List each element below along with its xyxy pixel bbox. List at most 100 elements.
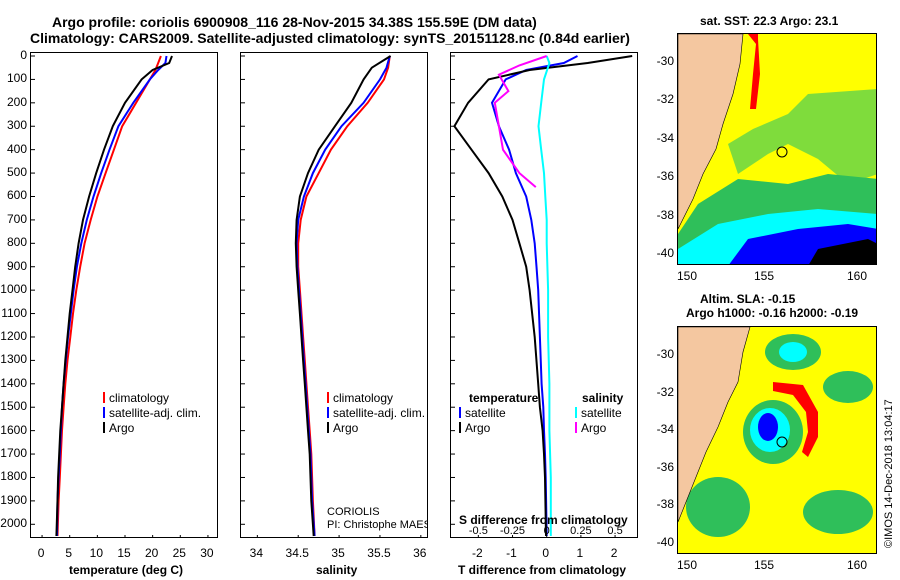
sst-land-australia bbox=[678, 34, 744, 230]
map-lat-label: -34 bbox=[656, 422, 674, 437]
legend-swatch-red bbox=[103, 392, 105, 403]
depth-tick-label: 700 bbox=[6, 211, 27, 226]
legend-label: satellite-adj. clim. bbox=[333, 406, 426, 420]
x-tick-label: 30 bbox=[200, 546, 214, 560]
legend-label: Argo bbox=[581, 421, 607, 435]
legend-swatch-red bbox=[327, 392, 329, 403]
sla-land-australia bbox=[678, 327, 751, 523]
series-line-salinity-satellite bbox=[537, 55, 552, 536]
panel-temperature: climatology satellite-adj. clim. Argo bbox=[30, 52, 218, 538]
legend-swatch-black bbox=[459, 422, 461, 433]
map-lat-label: -36 bbox=[656, 169, 674, 184]
salinity-xlabel: salinity bbox=[316, 563, 358, 577]
depth-tick-label: 1600 bbox=[0, 422, 27, 437]
sla-green-eddy-southeast bbox=[803, 490, 873, 534]
x-tick-label: 1 bbox=[576, 546, 584, 560]
legend-s-argo: Argo bbox=[575, 421, 606, 435]
map-lon-label: 155 bbox=[754, 269, 775, 283]
s-tick-label: -0.25 bbox=[499, 525, 526, 537]
s-tick-label: 0 bbox=[543, 525, 550, 537]
depth-tick-label: 1700 bbox=[0, 446, 27, 461]
x-tick-label: -2 bbox=[472, 546, 483, 560]
sla-green-eddy-south bbox=[686, 477, 750, 537]
series-line-argo bbox=[55, 55, 173, 537]
x-tick-label: 15 bbox=[117, 546, 131, 560]
map-lat-label: -32 bbox=[656, 384, 674, 399]
legend-argo: Argo bbox=[103, 421, 134, 435]
map-lat-label: -30 bbox=[656, 347, 674, 361]
map-lat-label: -36 bbox=[656, 459, 674, 474]
depth-tick-label: 1800 bbox=[0, 469, 27, 484]
panel-difference: temperature satellite Argo salinity sate… bbox=[450, 52, 638, 538]
legend-temperature-heading: temperature bbox=[469, 391, 539, 405]
series-line-climatology bbox=[56, 55, 162, 537]
s-difference-title: S difference from climatology bbox=[459, 513, 628, 527]
legend-swatch-black bbox=[103, 422, 105, 433]
map-lon-label: 155 bbox=[754, 558, 775, 572]
difference-xlabel: T difference from climatology bbox=[458, 563, 627, 577]
sla-green-eddy-east bbox=[823, 371, 873, 403]
depth-tick-label: 500 bbox=[6, 165, 27, 180]
legend-t-argo: Argo bbox=[459, 421, 490, 435]
legend-swatch-blue bbox=[459, 407, 461, 418]
x-tick-label: 5 bbox=[65, 546, 73, 560]
map-lat-label: -38 bbox=[656, 497, 674, 512]
legend-label: climatology bbox=[109, 391, 170, 405]
depth-tick-label: 300 bbox=[6, 118, 27, 133]
legend-t-satellite: satellite bbox=[459, 406, 506, 420]
legend-climatology: climatology bbox=[103, 391, 169, 405]
x-tick-label: -1 bbox=[506, 546, 517, 560]
x-tick-label: 35 bbox=[331, 546, 345, 560]
legend-label: satellite-adj. clim. bbox=[109, 406, 202, 420]
legend-s-satellite: satellite bbox=[575, 406, 622, 420]
sla-cyan-eddy-north bbox=[779, 342, 807, 362]
legend-swatch-blue bbox=[327, 407, 329, 418]
depth-tick-label: 400 bbox=[6, 141, 27, 156]
x-tick-label: 0 bbox=[37, 546, 45, 560]
s-tick-label: -0.5 bbox=[468, 525, 488, 537]
difference-plot bbox=[451, 55, 633, 537]
sla-argo-position-marker bbox=[776, 436, 788, 448]
series-line-argo bbox=[294, 55, 392, 537]
legend-label: Argo bbox=[109, 421, 135, 435]
s-tick-label: 0.5 bbox=[607, 525, 623, 537]
x-tick-label: 35.5 bbox=[367, 546, 391, 560]
depth-tick-label: 2000 bbox=[0, 516, 27, 531]
depth-tick-label: 1900 bbox=[0, 492, 27, 507]
depth-tick-label: 0 bbox=[20, 48, 27, 62]
legend-argo: Argo bbox=[327, 421, 358, 435]
legend-swatch-blue bbox=[103, 407, 105, 418]
depth-tick-label: 100 bbox=[6, 71, 27, 86]
legend-label: Argo bbox=[333, 421, 359, 435]
sst-map bbox=[677, 33, 877, 265]
x-tick-label: 20 bbox=[144, 546, 159, 560]
legend-satellite: satellite-adj. clim. bbox=[103, 406, 201, 420]
institution-note: CORIOLIS bbox=[327, 506, 380, 518]
x-tick-label: 10 bbox=[89, 546, 104, 560]
s-tick-label: 0.25 bbox=[570, 525, 592, 537]
legend-swatch-black bbox=[327, 422, 329, 433]
sst-map-title: sat. SST: 22.3 Argo: 23.1 bbox=[700, 14, 839, 28]
title-line-2: Climatology: CARS2009. Satellite-adjuste… bbox=[30, 30, 630, 46]
sla-map bbox=[677, 326, 877, 554]
depth-tick-label: 1100 bbox=[1, 305, 27, 320]
map-lat-label: -34 bbox=[656, 130, 674, 145]
pi-note: PI: Christophe MAES bbox=[327, 519, 428, 531]
depth-tick-label: 1500 bbox=[0, 399, 27, 414]
map-lat-label: -38 bbox=[656, 207, 674, 222]
series-line-climatology bbox=[297, 55, 391, 537]
sst-map-image bbox=[678, 34, 876, 264]
temperature-xlabel: temperature (deg C) bbox=[69, 563, 184, 577]
depth-tick-label: 1200 bbox=[0, 328, 27, 343]
map-lon-label: 150 bbox=[677, 558, 698, 572]
sst-cold-region bbox=[809, 239, 876, 264]
sla-red-anomaly bbox=[773, 382, 818, 457]
map-lat-label: -40 bbox=[656, 246, 674, 260]
map-lon-label: 160 bbox=[847, 269, 868, 283]
x-tick-label: 2 bbox=[610, 546, 618, 560]
legend-label: climatology bbox=[333, 391, 394, 405]
legend-salinity-heading: salinity bbox=[582, 391, 624, 405]
map-lat-label: -30 bbox=[656, 54, 674, 68]
map-lat-label: -32 bbox=[656, 92, 674, 107]
map-lat-label: -40 bbox=[656, 535, 674, 549]
